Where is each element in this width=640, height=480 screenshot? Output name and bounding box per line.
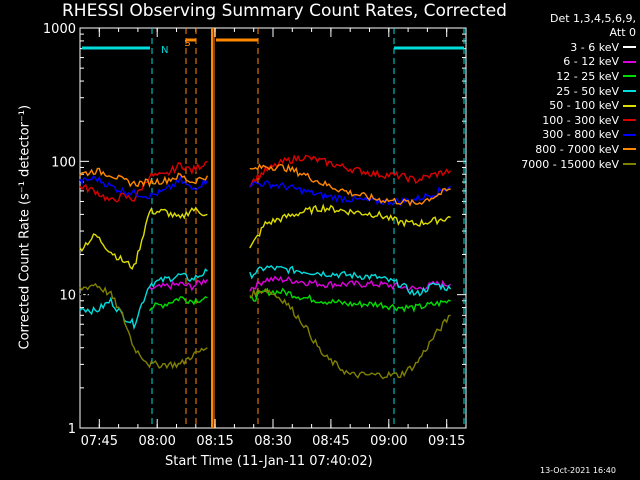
flag-annotation-n: N	[161, 45, 168, 56]
x-axis-label: Start Time (11-Jan-11 07:40:02)	[165, 454, 373, 469]
legend-swatch	[623, 163, 636, 166]
series-line-9	[249, 287, 451, 380]
legend-swatch	[623, 133, 636, 136]
legend-item: 100 - 300 keV	[482, 113, 636, 128]
x-tick-label: 08:45	[312, 434, 349, 449]
series-line-1	[79, 288, 208, 350]
series-line-2	[249, 275, 452, 292]
flag-annotation-s: S	[184, 38, 190, 49]
legend-item-label: 100 - 300 keV	[542, 113, 619, 127]
legend-item-label: 800 - 7000 keV	[535, 142, 619, 156]
y-tick-label: 100	[51, 155, 76, 170]
y-axis-label: Corrected Count Rate (s⁻¹ detector⁻¹)	[17, 104, 33, 350]
legend-item-label: 3 - 6 keV	[570, 40, 619, 54]
legend-item: 300 - 800 keV	[482, 128, 636, 143]
legend-item: 12 - 25 keV	[482, 69, 636, 84]
legend-item: 50 - 100 keV	[482, 98, 636, 113]
series-line-9	[79, 282, 208, 370]
series-line-7	[249, 180, 452, 207]
legend: Det 1,3,4,5,6,9, Att 0 3 - 6 keV 6 - 12 k…	[482, 12, 636, 171]
legend-item: 3 - 6 keV	[482, 40, 636, 55]
y-tick-label: 10	[59, 289, 76, 304]
x-tick-label: 08:30	[254, 434, 291, 449]
legend-item-label: 300 - 800 keV	[542, 128, 619, 142]
series-line-5	[249, 203, 451, 249]
series-line-3	[148, 296, 208, 312]
legend-swatch	[623, 46, 636, 49]
legend-swatch	[623, 104, 636, 107]
legend-item: 800 - 7000 keV	[482, 142, 636, 157]
legend-item: 25 - 50 keV	[482, 84, 636, 99]
chart-title: RHESSI Observing Summary Count Rates, Co…	[62, 1, 507, 21]
legend-swatch	[623, 119, 636, 122]
series-line-3	[249, 287, 451, 313]
legend-item-label: 50 - 100 keV	[549, 99, 619, 113]
x-tick-label: 08:15	[196, 434, 233, 449]
x-tick-label: 07:45	[81, 434, 118, 449]
legend-header-attenuator: Att 0	[609, 26, 636, 39]
series-line-8	[249, 163, 451, 207]
legend-swatch	[623, 60, 636, 63]
series-line-5	[79, 206, 208, 270]
legend-item-label: 6 - 12 keV	[563, 55, 619, 69]
x-tick-label: 08:00	[138, 434, 175, 449]
legend-header-detectors: Det 1,3,4,5,6,9,	[549, 12, 636, 25]
series-line-2	[148, 278, 208, 292]
series-line-7	[79, 175, 209, 200]
x-tick-label: 09:15	[428, 434, 465, 449]
legend-item-label: 12 - 25 keV	[556, 69, 619, 83]
legend-swatch	[623, 90, 636, 93]
legend-item: 7000 - 15000 keV	[482, 157, 636, 172]
series-line-6	[249, 154, 452, 188]
y-tick-label: 1000	[43, 22, 76, 37]
series-line-4	[249, 264, 452, 297]
legend-swatch	[623, 148, 636, 151]
generation-timestamp: 13-Oct-2021 16:40	[540, 466, 616, 475]
series-line-8	[79, 167, 209, 188]
legend-item-label: 25 - 50 keV	[556, 84, 619, 98]
y-tick-label: 1	[68, 422, 76, 437]
x-tick-label: 09:00	[370, 434, 407, 449]
series-line-4	[79, 268, 208, 331]
legend-item-label: 7000 - 15000 keV	[521, 157, 619, 171]
series-line-6	[79, 160, 208, 203]
series-line-1	[249, 304, 452, 351]
legend-swatch	[623, 75, 636, 78]
legend-item: 6 - 12 keV	[482, 55, 636, 70]
